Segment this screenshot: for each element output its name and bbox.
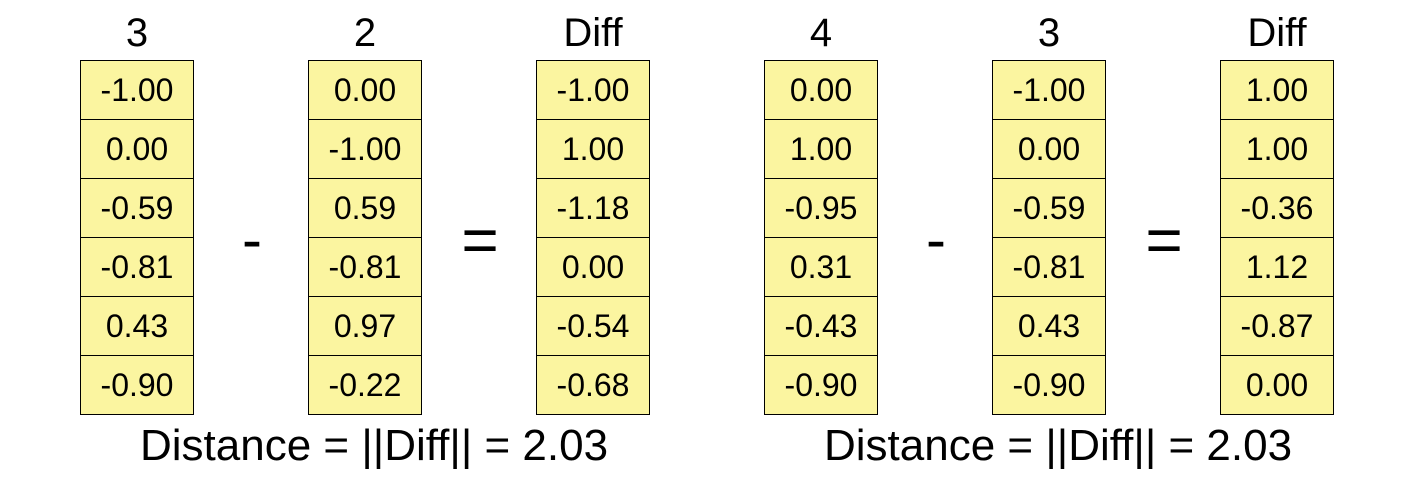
- vector-cell: -0.59: [81, 179, 193, 238]
- vector-cell: -0.81: [81, 238, 193, 297]
- vector-cell: 1.00: [1221, 120, 1333, 179]
- vector-cell: -0.59: [993, 179, 1105, 238]
- diff-vector: -1.00 1.00 -1.18 0.00 -0.54 -0.68: [536, 60, 650, 415]
- vector-cell: -0.36: [1221, 179, 1333, 238]
- vector-cell: -0.22: [309, 356, 421, 415]
- vector-b: 0.00 -1.00 0.59 -0.81 0.97 -0.22: [308, 60, 422, 415]
- vector-cell: 0.00: [1221, 356, 1333, 415]
- equals-operator: =: [1145, 204, 1183, 276]
- vector-cell: -0.81: [309, 238, 421, 297]
- vector-cell: -0.81: [993, 238, 1105, 297]
- vector-cell: 0.43: [993, 297, 1105, 356]
- vector-a-header: 4: [809, 11, 833, 55]
- vector-a: 0.00 1.00 -0.95 0.31 -0.43 -0.90: [764, 60, 878, 415]
- vector-a: -1.00 0.00 -0.59 -0.81 0.43 -0.90: [80, 60, 194, 415]
- distance-label: Distance = ||Diff|| = 2.03: [140, 421, 609, 470]
- vector-b-header: 3: [1037, 11, 1061, 55]
- vector-a-column: 3 -1.00 0.00 -0.59 -0.81 0.43 -0.90: [80, 0, 194, 415]
- vector-cell: -0.87: [1221, 297, 1333, 356]
- vector-cell: 0.00: [993, 120, 1105, 179]
- vector-cell: -0.90: [81, 356, 193, 415]
- vector-cell: -0.90: [765, 356, 877, 415]
- diff-vector-column: Diff 1.00 1.00 -0.36 1.12 -0.87 0.00: [1220, 0, 1334, 415]
- vector-b-column: 2 0.00 -1.00 0.59 -0.81 0.97 -0.22: [308, 0, 422, 415]
- vector-cell: 0.97: [309, 297, 421, 356]
- comparison-group-2: 4 0.00 1.00 -0.95 0.31 -0.43 -0.90 - 3 -…: [684, 0, 1384, 483]
- diff-vector-header: Diff: [563, 11, 623, 55]
- diff-vector-column: Diff -1.00 1.00 -1.18 0.00 -0.54 -0.68: [536, 0, 650, 415]
- vector-b-header: 2: [353, 11, 377, 55]
- minus-operator: -: [926, 206, 946, 273]
- vector-cell: 0.00: [309, 61, 421, 120]
- vector-cell: -1.00: [309, 120, 421, 179]
- vector-cell: 1.12: [1221, 238, 1333, 297]
- vector-b: -1.00 0.00 -0.59 -0.81 0.43 -0.90: [992, 60, 1106, 415]
- equals-operator: =: [461, 204, 499, 276]
- vector-cell: 0.43: [81, 297, 193, 356]
- vector-cell: -1.00: [993, 61, 1105, 120]
- minus-operator: -: [242, 206, 262, 273]
- vector-cell: 1.00: [765, 120, 877, 179]
- diff-vector: 1.00 1.00 -0.36 1.12 -0.87 0.00: [1220, 60, 1334, 415]
- vector-cell: 0.00: [81, 120, 193, 179]
- vector-cell: 0.59: [309, 179, 421, 238]
- vector-cell: -1.00: [81, 61, 193, 120]
- vector-cell: -0.68: [537, 356, 649, 415]
- vector-cell: -0.43: [765, 297, 877, 356]
- vector-cell: 1.00: [537, 120, 649, 179]
- comparison-group-1: 3 -1.00 0.00 -0.59 -0.81 0.43 -0.90 - 2 …: [0, 0, 700, 483]
- vector-a-header: 3: [125, 11, 149, 55]
- vector-cell: 1.00: [1221, 61, 1333, 120]
- vector-cell: -1.00: [537, 61, 649, 120]
- vector-cell: 0.00: [537, 238, 649, 297]
- vector-cell: 0.00: [765, 61, 877, 120]
- vector-a-column: 4 0.00 1.00 -0.95 0.31 -0.43 -0.90: [764, 0, 878, 415]
- vector-cell: -0.54: [537, 297, 649, 356]
- diff-vector-header: Diff: [1247, 11, 1307, 55]
- distance-label: Distance = ||Diff|| = 2.03: [824, 421, 1293, 470]
- vector-cell: -0.90: [993, 356, 1105, 415]
- vector-cell: -1.18: [537, 179, 649, 238]
- vector-cell: 0.31: [765, 238, 877, 297]
- vector-b-column: 3 -1.00 0.00 -0.59 -0.81 0.43 -0.90: [992, 0, 1106, 415]
- vector-cell: -0.95: [765, 179, 877, 238]
